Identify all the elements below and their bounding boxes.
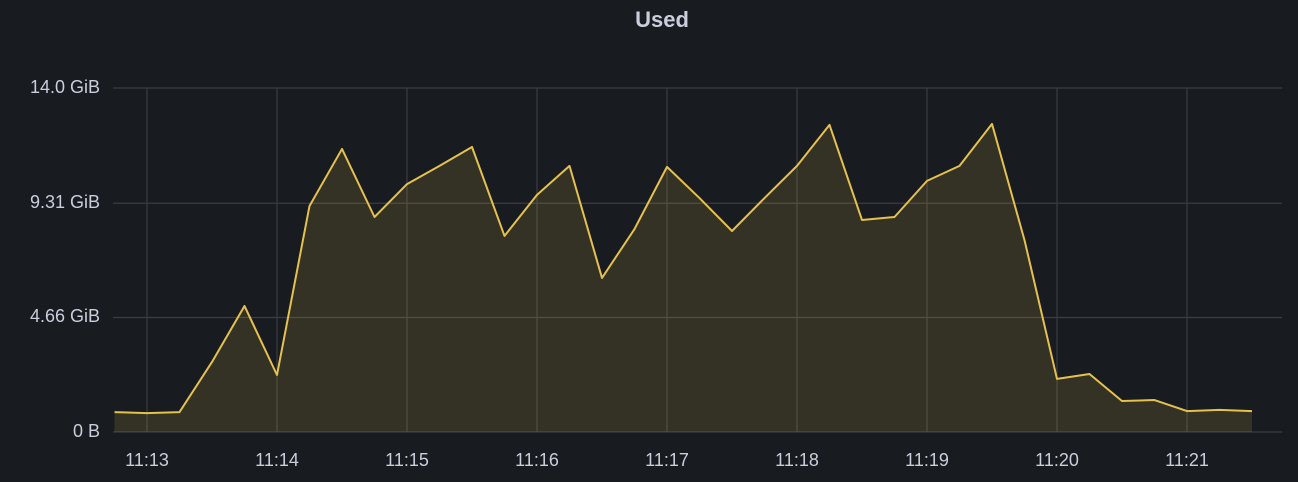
chart-title: Used	[635, 7, 689, 32]
y-tick-label: 0 B	[73, 421, 100, 441]
x-tick-label: 11:17	[645, 450, 689, 470]
y-tick-label: 9.31 GiB	[30, 192, 100, 212]
x-tick-label: 11:21	[1165, 450, 1209, 470]
x-tick-label: 11:20	[1035, 450, 1079, 470]
area-fill	[114, 123, 1252, 433]
y-tick-label: 4.66 GiB	[30, 306, 100, 326]
series-line	[114, 122, 1253, 415]
y-tick-label: 14.0 GiB	[30, 77, 100, 97]
x-tick-label: 11:16	[515, 450, 559, 470]
x-tick-label: 11:18	[775, 450, 819, 470]
x-tick-label: 11:14	[255, 450, 299, 470]
x-tick-label: 11:19	[905, 450, 949, 470]
x-tick-label: 11:13	[125, 450, 169, 470]
x-tick-label: 11:15	[385, 450, 429, 470]
